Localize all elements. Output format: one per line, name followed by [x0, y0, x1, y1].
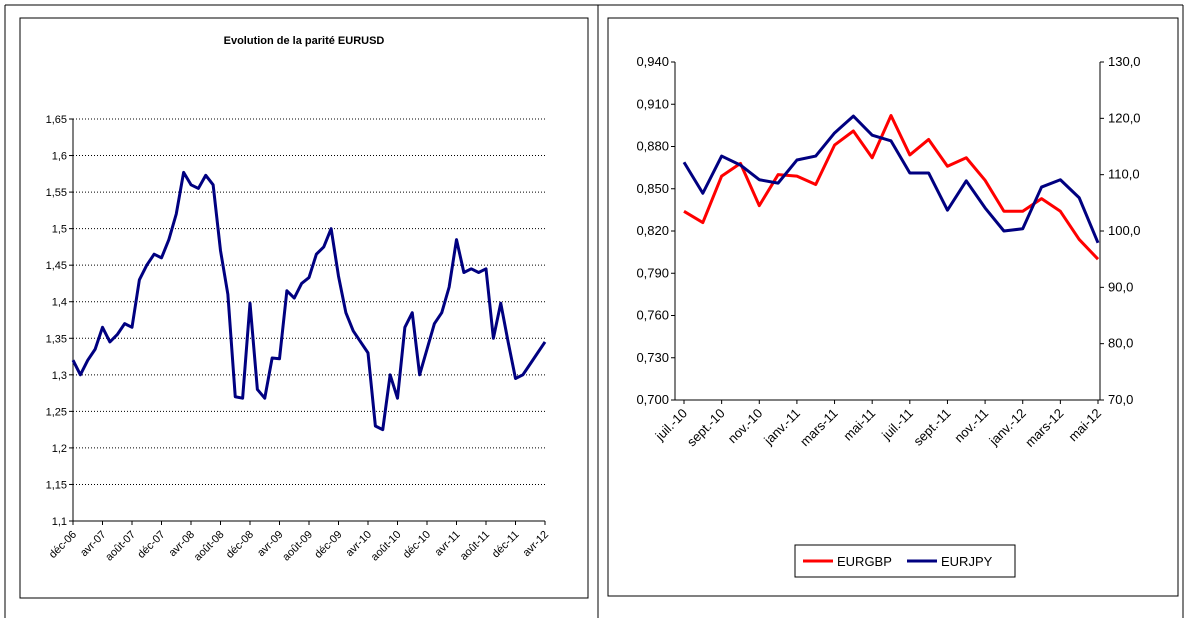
- x-tick-label: sept.-11: [910, 406, 953, 449]
- y-tick-label: 1,55: [46, 187, 67, 199]
- x-tick-label: août-07: [103, 529, 138, 564]
- x-tick-label: nov.-11: [951, 406, 991, 446]
- y-tick-label: 1,15: [46, 479, 67, 491]
- y2-tick-label: 110,0: [1108, 167, 1140, 182]
- y2-tick-label: 130,0: [1108, 54, 1141, 69]
- x-tick-label: déc-09: [312, 529, 344, 561]
- y-tick-label: 1,35: [46, 333, 67, 345]
- y-tick-label: 1,25: [46, 406, 67, 418]
- x-tick-label: mai-11: [840, 406, 878, 444]
- x-tick-label: déc-11: [490, 529, 522, 561]
- x-tick-label: août-11: [458, 529, 492, 563]
- x-tick-label: mai-12: [1065, 406, 1104, 445]
- y-tick-label: 0,910: [636, 96, 669, 111]
- line-series: [682, 114, 1100, 244]
- y2-tick-label: 100,0: [1108, 223, 1141, 238]
- legend-label: EURJPY: [941, 554, 993, 569]
- chart-border: [607, 17, 1179, 597]
- y-tick-label: 0,850: [636, 181, 669, 196]
- y-tick-label: 1,5: [52, 224, 67, 236]
- y-tick-label: 1,45: [46, 260, 67, 272]
- y-tick-label: 0,880: [636, 139, 669, 154]
- y-tick-label: 0,790: [636, 265, 669, 280]
- y-tick-label: 1,6: [52, 151, 67, 163]
- chart-title: Evolution de la parité EURUSD: [224, 35, 385, 47]
- y-tick-label: 0,730: [636, 350, 669, 365]
- x-tick-label: août-08: [192, 529, 227, 564]
- y2-tick-label: 90,0: [1108, 279, 1133, 294]
- y2-tick-label: 70,0: [1108, 392, 1133, 407]
- y-tick-label: 0,700: [636, 392, 669, 407]
- x-tick-label: août-10: [369, 529, 404, 564]
- x-tick-label: déc-10: [401, 529, 433, 561]
- y2-tick-label: 80,0: [1108, 336, 1133, 351]
- x-tick-label: nov.-10: [725, 406, 766, 447]
- y-tick-label: 1,4: [52, 297, 67, 309]
- line-series: [71, 170, 547, 432]
- y-tick-label: 0,760: [636, 308, 669, 323]
- y-tick-label: 0,940: [636, 54, 669, 69]
- x-tick-label: mars-11: [797, 406, 841, 450]
- x-tick-label: janv.-11: [760, 406, 803, 449]
- legend-label: EURGBP: [837, 554, 892, 569]
- y-tick-label: 1,1: [52, 516, 67, 528]
- y2-tick-label: 120,0: [1108, 110, 1141, 125]
- y-tick-label: 1,3: [52, 370, 67, 382]
- line-series: [683, 114, 1100, 261]
- x-tick-label: janv.-12: [986, 406, 1029, 449]
- y-tick-label: 1,2: [52, 443, 67, 455]
- x-tick-label: déc-07: [135, 529, 167, 561]
- x-tick-label: mars-12: [1022, 406, 1066, 450]
- x-tick-label: déc-06: [47, 529, 79, 561]
- x-tick-label: déc-08: [224, 529, 256, 561]
- y-tick-label: 1,65: [46, 114, 67, 126]
- x-tick-label: sept.-10: [684, 406, 728, 450]
- x-tick-label: avr-12: [521, 529, 552, 560]
- x-tick-label: août-09: [280, 529, 315, 564]
- chart-border: [19, 17, 589, 599]
- y-tick-label: 0,820: [636, 223, 669, 238]
